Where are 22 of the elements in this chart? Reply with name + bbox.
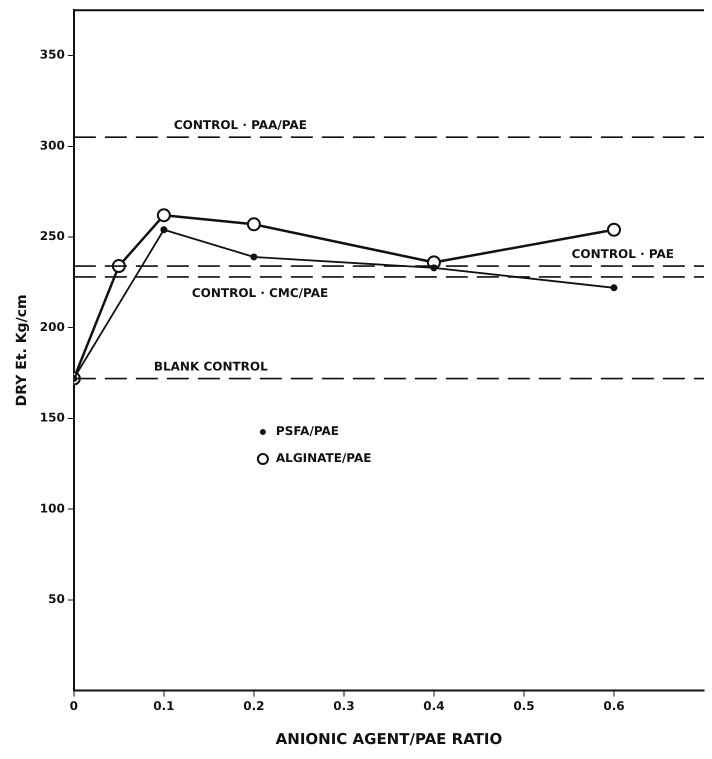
x-tick-label: 0.3 bbox=[333, 698, 355, 713]
y-tick-label: 250 bbox=[40, 229, 65, 244]
x-axis-title: ANIONIC AGENT/PAE RATIO bbox=[276, 730, 502, 748]
ref-line-label: CONTROL · CMC/PAE bbox=[192, 286, 328, 300]
x-tick-label: 0.2 bbox=[243, 698, 265, 713]
y-tick-label: 200 bbox=[40, 320, 65, 334]
x-tick-label: 0 bbox=[70, 698, 78, 713]
legend-label: ALGINATE/PAE bbox=[276, 451, 372, 466]
y-tick-label: 350 bbox=[40, 48, 65, 62]
y-tick-label: 300 bbox=[40, 138, 65, 152]
x-tick-label: 0.4 bbox=[423, 698, 445, 713]
y-axis-title: DRY Et. Kg/cm bbox=[14, 294, 30, 406]
ref-line-label: CONTROL · PAA/PAE bbox=[174, 118, 307, 132]
y-tick-label: 100 bbox=[40, 501, 65, 516]
ref-line-label: CONTROL · PAE bbox=[572, 247, 674, 262]
x-tick-label: 0.1 bbox=[153, 698, 175, 713]
y-tick-label: 150 bbox=[40, 410, 65, 425]
legend-label: PSFA/PAE bbox=[276, 424, 340, 438]
x-tick-label: 0.6 bbox=[603, 698, 625, 713]
x-tick-label: 0.5 bbox=[513, 698, 535, 713]
y-tick-label: 50 bbox=[48, 592, 65, 606]
ref-line-label: BLANK CONTROL bbox=[154, 360, 268, 374]
